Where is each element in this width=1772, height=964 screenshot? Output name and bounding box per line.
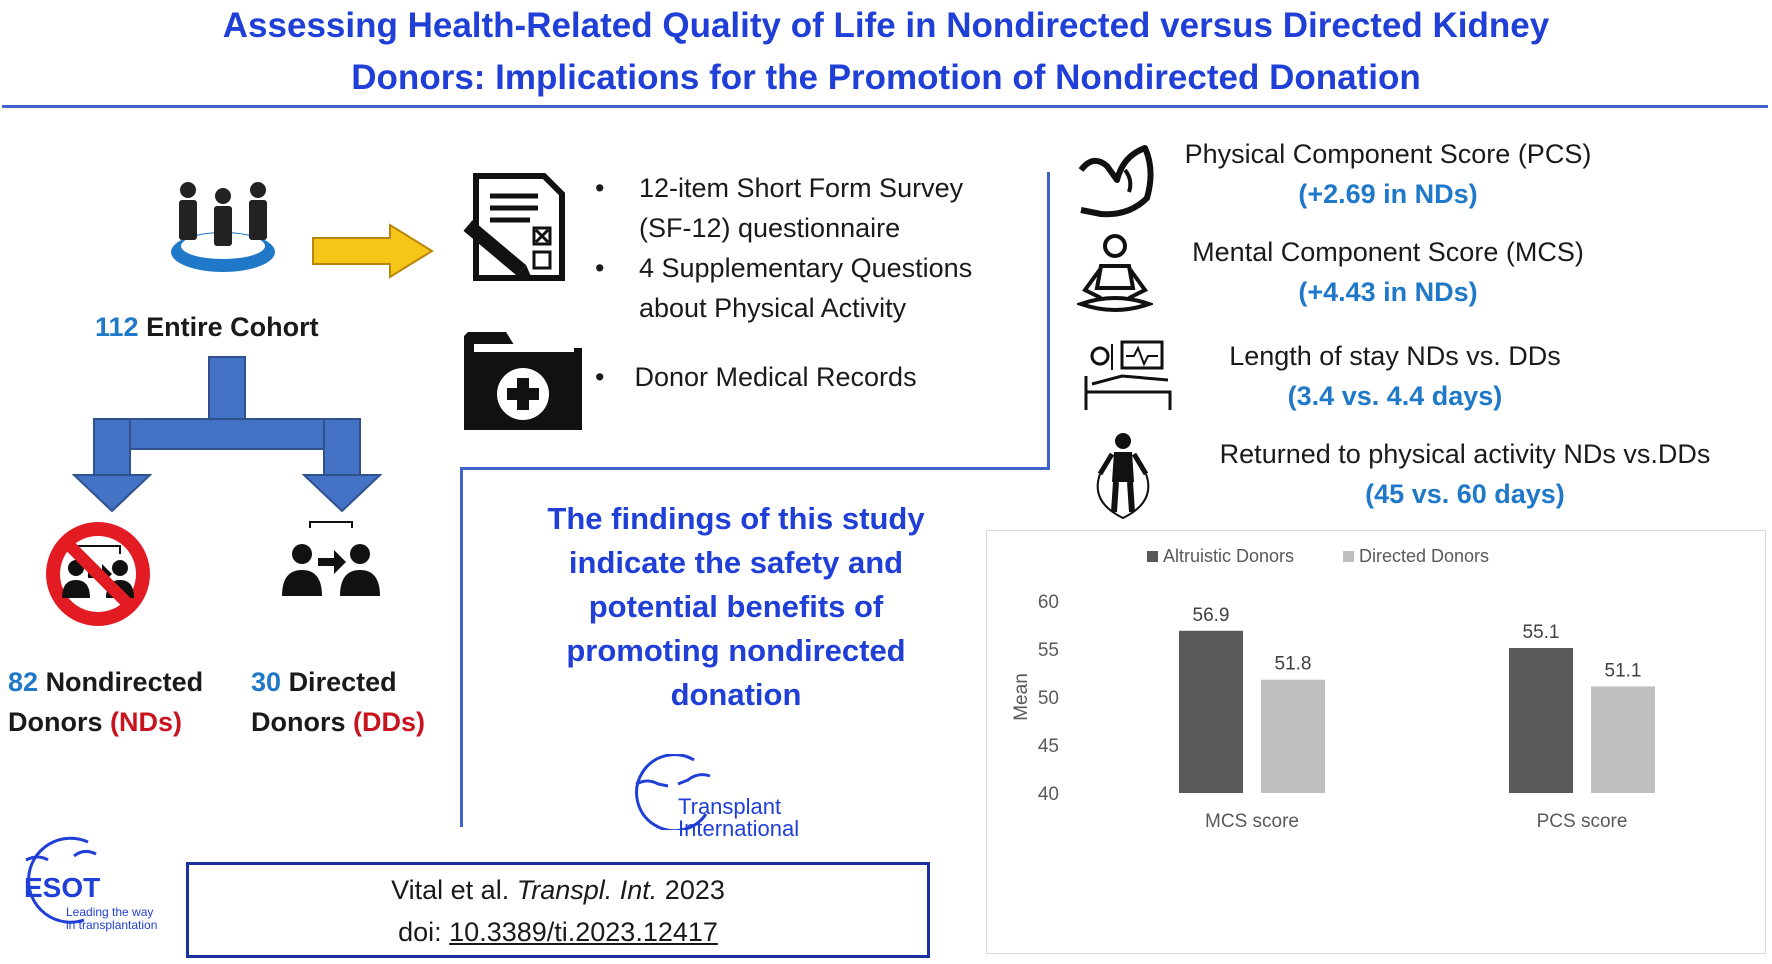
nondirected-donors-label: 82 Nondirected Donors (NDs) — [8, 662, 203, 742]
result-mcs: Mental Component Score (MCS) (+4.43 in N… — [1165, 232, 1611, 312]
esot-logo-icon — [25, 836, 97, 924]
questionnaire-icon — [463, 173, 565, 281]
result-label: Length of stay NDs vs. DDs — [1229, 341, 1561, 371]
legend-swatch — [1147, 551, 1158, 562]
doi-prefix: doi: — [398, 917, 442, 947]
medical-records-item: • Donor Medical Records — [595, 362, 917, 393]
people-group-icon — [171, 182, 275, 272]
medical-records-text: Donor Medical Records — [634, 362, 917, 392]
directed-abbr: (DDs) — [353, 707, 426, 737]
bar-value-label: 55.1 — [1523, 622, 1560, 643]
x-category-label: MCS score — [1205, 811, 1299, 832]
result-label: Mental Component Score (MCS) — [1192, 237, 1584, 267]
y-tick-label: 55 — [1038, 640, 1059, 661]
title-line-1: Assessing Health-Related Quality of Life… — [222, 6, 1550, 45]
legend-label: Directed Donors — [1359, 546, 1489, 566]
jump-rope-icon — [1096, 433, 1150, 520]
nondirected-line2: Donors — [8, 707, 103, 737]
method-item-cont: about Physical Activity — [639, 293, 907, 323]
method-item: 4 Supplementary Questions — [595, 248, 972, 288]
frame-line — [460, 467, 463, 827]
legend-swatch — [1343, 551, 1354, 562]
citation-year: 2023 — [664, 875, 725, 905]
nondirected-count: 82 — [8, 667, 39, 697]
meditation-icon — [1077, 234, 1153, 312]
cohort-label: 112 Entire Cohort — [95, 312, 319, 343]
directed-donation-icon — [282, 521, 380, 596]
medical-folder-icon — [464, 332, 582, 430]
frame-line — [1047, 172, 1050, 469]
findings-statement: The findings of this study indicate the … — [530, 497, 942, 717]
flexed-arm-icon — [1078, 145, 1154, 218]
citation-journal: Transpl. Int. — [516, 875, 658, 905]
cohort-text: Entire Cohort — [146, 312, 319, 342]
result-physical-activity: Returned to physical activity NDs vs.DDs… — [1165, 434, 1765, 514]
score-bar-chart: Altruistic Donors Directed Donors 40 45 50 55… — [1011, 546, 1655, 832]
nondirected-abbr: (NDs) — [110, 707, 183, 737]
frame-line — [460, 467, 1050, 470]
y-axis-label: Mean — [1011, 673, 1032, 721]
result-label: Returned to physical activity NDs vs.DDs — [1219, 439, 1711, 469]
transplant-international-logo-icon — [635, 754, 711, 830]
cohort-count: 112 — [95, 312, 139, 342]
bar-value-label: 56.9 — [1193, 605, 1230, 626]
chart-bar — [1179, 630, 1243, 793]
findings-line: potential benefits of — [588, 589, 884, 624]
score-chart-frame: Altruistic Donors Directed Donors 40 45 50 55… — [986, 530, 1766, 954]
title-divider — [2, 105, 1768, 108]
nondirected-text: Nondirected — [45, 667, 204, 697]
hospital-bed-icon — [1084, 340, 1172, 410]
bar-value-label: 51.8 — [1275, 654, 1312, 675]
title-line-2: Donors: Implications for the Promotion o… — [351, 58, 1421, 97]
result-value: (45 vs. 60 days) — [1365, 479, 1565, 509]
chart-bar — [1261, 679, 1325, 793]
esot-logo-text: ESOT — [24, 872, 101, 903]
method-item-cont: (SF-12) questionnaire — [639, 213, 901, 243]
directed-text: Directed — [288, 667, 397, 697]
result-label: Physical Component Score (PCS) — [1184, 139, 1592, 169]
directed-donors-label: 30 Directed Donors (DDs) — [251, 662, 425, 742]
method-item: 12-item Short Form Survey — [595, 168, 972, 208]
result-value: (3.4 vs. 4.4 days) — [1287, 381, 1503, 411]
methods-list: 12-item Short Form Survey (SF-12) questi… — [595, 168, 972, 328]
result-value: (+4.43 in NDs) — [1298, 277, 1478, 307]
citation-authors: Vital et al. — [391, 875, 510, 905]
chart-bar — [1591, 686, 1655, 793]
transplant-international-logo: Transplant International — [678, 796, 799, 840]
findings-line: donation — [670, 677, 802, 712]
journal-name-line1: Transplant — [678, 794, 782, 819]
nondirected-donation-icon — [46, 522, 150, 626]
result-length-of-stay: Length of stay NDs vs. DDs (3.4 vs. 4.4 … — [1185, 336, 1605, 416]
legend-label: Altruistic Donors — [1163, 546, 1294, 566]
journal-name-line2: International — [678, 816, 800, 841]
y-tick-label: 40 — [1038, 784, 1059, 805]
findings-line: The findings of this study — [547, 501, 925, 536]
citation-box: Vital et al. Transpl. Int. 2023 doi: 10.… — [186, 862, 930, 958]
doi-link[interactable]: 10.3389/ti.2023.12417 — [449, 917, 718, 947]
findings-line: promoting nondirected — [566, 633, 906, 668]
page-title: Assessing Health-Related Quality of Life… — [0, 0, 1772, 104]
y-tick-label: 50 — [1038, 688, 1059, 709]
findings-line: indicate the safety and — [568, 545, 904, 580]
arrow-right-icon — [312, 223, 434, 279]
y-tick-label: 60 — [1038, 592, 1059, 613]
result-value: (+2.69 in NDs) — [1298, 179, 1478, 209]
records-bullet: • — [595, 362, 605, 392]
y-tick-label: 45 — [1038, 736, 1059, 757]
result-pcs: Physical Component Score (PCS) (+2.69 in… — [1165, 134, 1611, 214]
bar-value-label: 51.1 — [1605, 660, 1642, 681]
directed-count: 30 — [251, 667, 282, 697]
x-category-label: PCS score — [1537, 811, 1628, 832]
directed-line2: Donors — [251, 707, 346, 737]
esot-tagline: Leading the way in transplantation — [66, 905, 158, 932]
branch-arrows-icon — [71, 356, 383, 513]
chart-bar — [1509, 648, 1573, 793]
